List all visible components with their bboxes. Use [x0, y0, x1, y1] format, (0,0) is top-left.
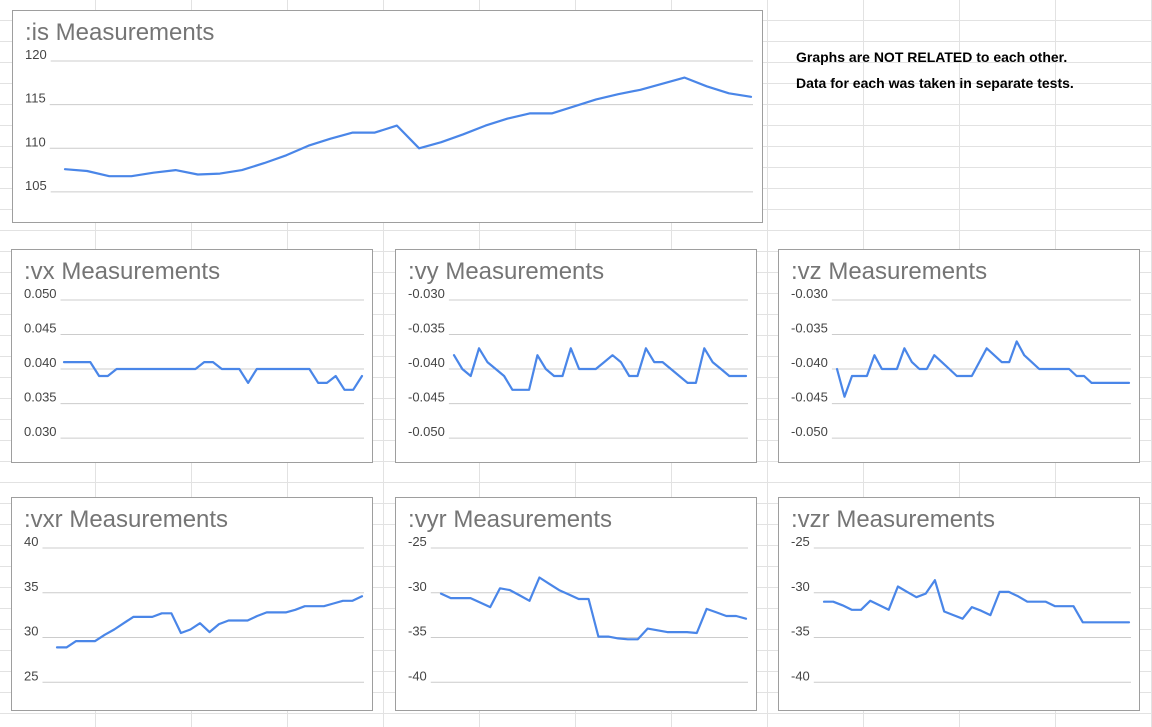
y-tick-label: 30	[24, 624, 38, 639]
y-tick-label: 35	[24, 579, 38, 594]
chart-plot: 0.050 0.045 0.040 0.035 0.030	[12, 250, 373, 463]
y-tick-label: -0.050	[408, 424, 445, 439]
y-tick-label: 0.045	[24, 321, 57, 336]
chart-plot: 40 35 30 25	[12, 498, 373, 711]
annotation-note: Graphs are NOT RELATED to each other. Da…	[796, 44, 1146, 96]
y-tick-label: 25	[24, 668, 38, 683]
y-tick-label: -0.030	[408, 286, 445, 301]
note-line-2: Data for each was taken in separate test…	[796, 70, 1146, 96]
y-tick-label: 0.040	[24, 355, 57, 370]
chart-vz-measurements: :vz Measurements -0.030 -0.035 -0.040 -0.04…	[778, 249, 1140, 463]
y-tick-label: -0.035	[408, 321, 445, 336]
chart-vzr-measurements: :vzr Measurements -25 -30 -35 -40	[778, 497, 1140, 711]
y-tick-label: -0.045	[408, 390, 445, 405]
y-tick-label: 0.050	[24, 286, 57, 301]
y-tick-label: -40	[791, 668, 810, 683]
series-line	[57, 596, 362, 647]
y-tick-label: -0.050	[791, 424, 828, 439]
y-tick-label: 105	[25, 178, 47, 193]
y-tick-label: 120	[25, 47, 47, 62]
y-tick-label: -40	[408, 668, 427, 683]
series-line	[441, 578, 746, 640]
chart-plot: -0.030 -0.035 -0.040 -0.045 -0.050	[779, 250, 1140, 463]
note-line-1: Graphs are NOT RELATED to each other.	[796, 44, 1146, 70]
y-tick-label: -35	[408, 624, 427, 639]
chart-vx-measurements: :vx Measurements 0.050 0.045 0.040 0.035 0.0…	[11, 249, 373, 463]
y-tick-label: -30	[408, 579, 427, 594]
series-line	[64, 362, 362, 390]
y-tick-label: -0.040	[408, 355, 445, 370]
y-tick-label: -30	[791, 579, 810, 594]
y-tick-label: -0.040	[791, 355, 828, 370]
y-tick-label: -25	[408, 534, 427, 549]
y-tick-label: -0.045	[791, 390, 828, 405]
series-line	[65, 78, 751, 177]
y-tick-label: 115	[25, 91, 46, 106]
y-tick-label: -0.030	[791, 286, 828, 301]
chart-vy-measurements: :vy Measurements -0.030 -0.035 -0.040 -0.04…	[395, 249, 757, 463]
y-tick-label: -0.035	[791, 321, 828, 336]
chart-vxr-measurements: :vxr Measurements 40 35 30 25	[11, 497, 373, 711]
y-tick-label: 40	[24, 534, 38, 549]
chart-is-measurements: :is Measurements 120 115 110 105	[12, 10, 763, 223]
y-tick-label: 0.035	[24, 390, 57, 405]
chart-plot: -0.030 -0.035 -0.040 -0.045 -0.050	[396, 250, 757, 463]
series-line	[824, 580, 1129, 622]
chart-vyr-measurements: :vyr Measurements -25 -30 -35 -40	[395, 497, 757, 711]
chart-plot: 120 115 110 105	[13, 11, 763, 223]
y-tick-label: -25	[791, 534, 810, 549]
y-tick-label: 110	[25, 134, 46, 149]
chart-plot: -25 -30 -35 -40	[396, 498, 757, 711]
chart-plot: -25 -30 -35 -40	[779, 498, 1140, 711]
y-tick-label: 0.030	[24, 424, 57, 439]
y-tick-label: -35	[791, 624, 810, 639]
